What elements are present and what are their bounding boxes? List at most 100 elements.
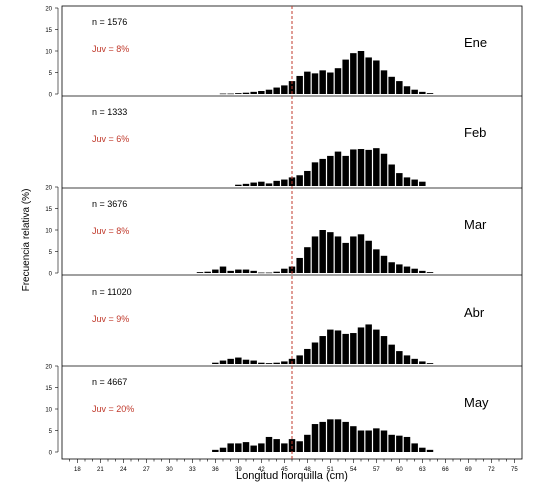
x-tick-label: 42 <box>258 467 265 473</box>
histogram-bar <box>235 93 242 94</box>
y-tick-label: 20 <box>45 186 52 192</box>
x-tick-label: 36 <box>212 467 219 473</box>
histogram-bar <box>365 240 372 273</box>
sample-size-label: n = 11020 <box>92 287 132 297</box>
histogram-bar <box>350 149 357 186</box>
x-tick-label: 60 <box>396 467 403 473</box>
histogram-bar <box>419 447 426 452</box>
histogram-bar <box>396 435 403 452</box>
histogram-bar <box>411 268 418 273</box>
x-tick-label: 18 <box>74 467 81 473</box>
histogram-bar <box>350 333 357 364</box>
histogram-bar <box>403 177 411 186</box>
histogram-bar <box>219 360 227 364</box>
histogram-bar <box>296 175 303 186</box>
bars-feb <box>235 148 426 186</box>
histogram-bar <box>403 355 411 364</box>
histogram-bar <box>265 89 273 94</box>
histogram-bar <box>319 336 326 364</box>
juvenile-percent-label: Juv = 6% <box>92 134 129 144</box>
histogram-bar <box>319 70 326 94</box>
month-label: May <box>464 395 489 410</box>
histogram-bar <box>250 360 257 364</box>
histogram-bar <box>403 86 411 94</box>
histogram-bar <box>281 361 288 364</box>
histogram-bar <box>365 430 372 452</box>
histogram-bar <box>242 442 250 452</box>
histogram-bar <box>327 155 334 186</box>
histogram-bar <box>273 439 280 452</box>
histogram-bar <box>380 430 388 452</box>
histogram-bar <box>258 362 265 364</box>
x-tick-label: 21 <box>97 467 104 473</box>
histogram-bar <box>419 91 426 94</box>
histogram-bar <box>342 155 349 186</box>
histogram-bar <box>258 443 265 452</box>
histogram-bar <box>296 355 303 364</box>
histogram-bar <box>380 153 388 186</box>
histogram-bar <box>426 93 434 94</box>
histogram-bar <box>411 179 418 186</box>
x-tick-label: 45 <box>281 467 288 473</box>
histogram-bar <box>388 434 395 452</box>
sample-size-label: n = 3676 <box>92 199 127 209</box>
histogram-bar <box>281 85 288 94</box>
y-tick-label: 20 <box>45 7 52 13</box>
histogram-bar <box>311 424 319 452</box>
x-tick-label: 63 <box>419 467 426 473</box>
panel-abr: n = 11020 Juv = 9% Abr <box>62 287 522 367</box>
x-tick-label: 33 <box>189 467 196 473</box>
juvenile-percent-label: Juv = 8% <box>92 226 129 236</box>
histogram-bar <box>357 430 365 452</box>
histogram-bar <box>311 162 319 186</box>
histogram-bar <box>334 151 342 186</box>
histogram-bar <box>212 449 219 452</box>
x-tick-label: 69 <box>465 467 472 473</box>
histogram-panels: 0 5 10 15 20 n = 1576 Juv = 8% Ene n = 1333 Juv =… <box>45 5 523 460</box>
histogram-bar <box>273 362 280 364</box>
histogram-bar <box>350 236 357 273</box>
bars-may <box>212 419 434 452</box>
histogram-bar <box>373 428 380 452</box>
histogram-bar <box>265 436 273 452</box>
y-tick-label: 0 <box>49 451 53 457</box>
histogram-bar <box>281 443 288 452</box>
histogram-bar <box>273 87 280 94</box>
y-tick-label: 10 <box>45 229 52 235</box>
histogram-bar <box>281 268 288 273</box>
y-tick-label: 15 <box>45 28 52 34</box>
histogram-bar <box>357 327 365 364</box>
histogram-bar <box>334 419 342 452</box>
histogram-bar <box>380 70 388 94</box>
histogram-bar <box>296 441 303 452</box>
histogram-bar <box>357 149 365 186</box>
x-axis-title: Longitud horquilla (cm) <box>236 470 348 482</box>
histogram-bar <box>227 93 234 95</box>
sample-size-label: n = 1576 <box>92 17 127 27</box>
histogram-bar <box>227 358 234 364</box>
histogram-bar <box>281 179 288 186</box>
histogram-bar <box>258 90 265 94</box>
x-tick-label: 27 <box>143 467 150 473</box>
histogram-bar <box>235 184 242 186</box>
histogram-bar <box>235 357 242 364</box>
histogram-bar <box>319 158 326 186</box>
histogram-bar <box>242 183 250 186</box>
juvenile-percent-label: Juv = 8% <box>92 44 129 54</box>
histogram-bar <box>311 73 319 94</box>
histogram-bar <box>342 421 349 452</box>
bars-abr <box>212 324 434 364</box>
histogram-bar <box>357 51 365 94</box>
histogram-bar <box>319 421 326 452</box>
histogram-bar <box>411 89 418 94</box>
month-label: Ene <box>464 35 487 50</box>
y-tick-label: 15 <box>45 386 52 392</box>
histogram-bar <box>380 255 388 273</box>
y-tick-label: 10 <box>45 408 52 414</box>
histogram-bar <box>227 443 234 452</box>
histogram-bar <box>380 336 388 364</box>
month-label: Feb <box>464 125 486 140</box>
histogram-bar <box>426 449 434 452</box>
histogram-bar <box>357 234 365 273</box>
